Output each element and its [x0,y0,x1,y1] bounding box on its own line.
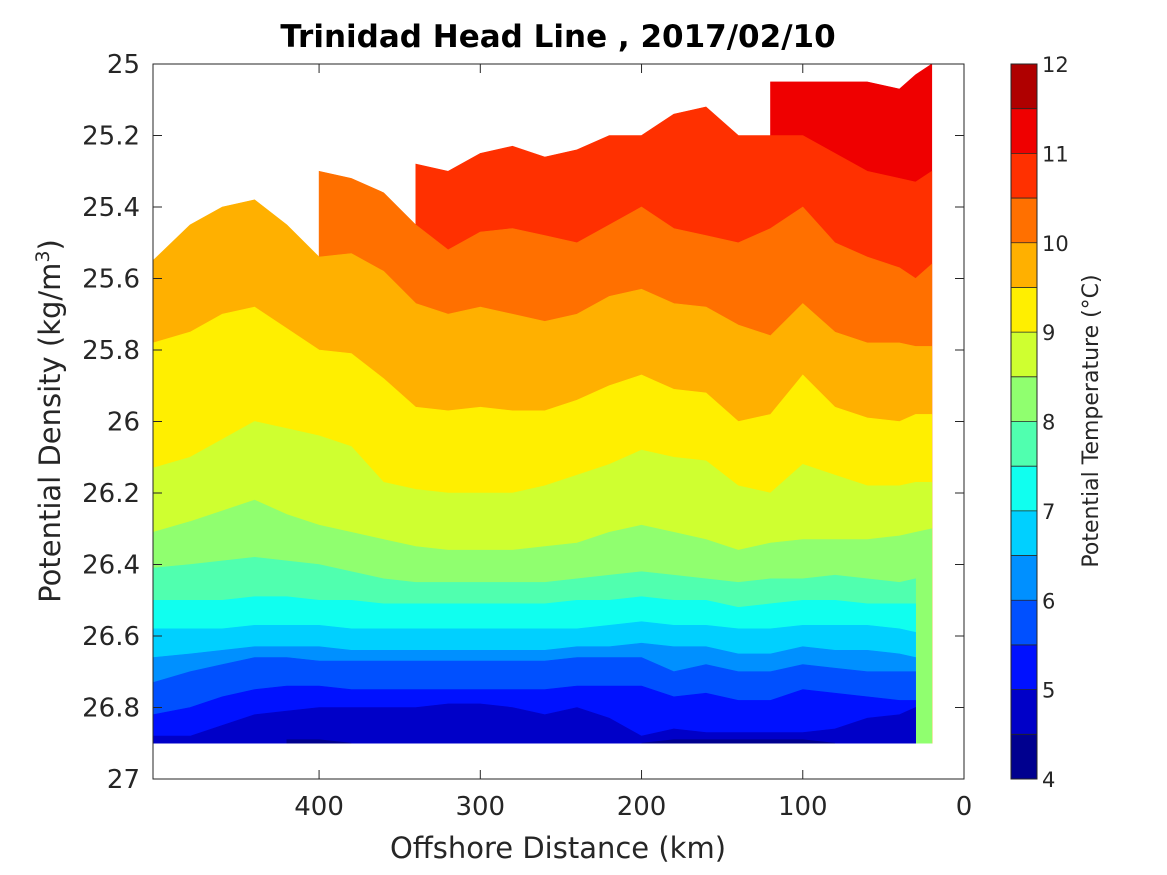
y-axis-label-close: ) [33,239,67,250]
colorbar-tick-label: 5 [1042,679,1055,703]
colorbar-swatch [1011,600,1037,645]
colorbar-swatch [1011,689,1037,735]
y-tick-label: 27 [107,765,140,795]
colorbar-swatch [1011,153,1037,199]
colorbar-tick-label: 7 [1042,500,1055,524]
colorbar-swatch [1011,198,1037,243]
colorbar-swatch [1011,242,1037,288]
x-tick-label: 300 [455,792,505,822]
colorbar-swatch [1011,734,1037,779]
x-tick-label: 200 [617,792,667,822]
y-tick-label: 25.4 [82,193,140,223]
colorbar-tick-label: 8 [1042,411,1055,435]
y-tick-label: 25.2 [82,122,140,152]
y-tick-label: 25 [107,50,140,80]
colorbar-swatch [1011,332,1037,377]
colorbar-label: Potential Temperature (°C) [1079,274,1104,567]
isotherm-band [153,703,916,744]
x-tick-label: 100 [778,792,828,822]
isotherm-band [641,739,836,744]
colorbar-swatch [1011,510,1037,556]
colorbar-swatch [1011,108,1037,154]
y-tick-label: 26.8 [82,694,140,724]
y-axis-label: Potential Density (kg/m3) [32,239,67,603]
contour-fill-layer [153,64,933,744]
y-tick-label: 25.6 [82,265,140,295]
colorbar-tick-label: 9 [1042,321,1055,345]
x-axis-ticks: 400 300 200 100 0 [294,64,972,822]
colorbar: 4 5 6 7 8 9 10 11 12 [1010,53,1069,792]
x-tick-label: 0 [956,792,973,822]
y-tick-label: 25.8 [82,336,140,366]
y-tick-label: 26.2 [82,479,140,509]
y-axis-ticks: 25 25.2 25.4 25.6 25.8 26 26.2 26.4 26.6 26.8 27 [82,50,964,795]
chart-title: Trinidad Head Line , 2017/02/10 [280,19,835,55]
y-tick-label: 26 [107,408,140,438]
colorbar-swatch [1011,466,1037,511]
colorbar-tick-label: 11 [1042,142,1069,166]
colorbar-swatch [1011,64,1037,109]
y-tick-label: 26.4 [82,551,140,581]
colorbar-tick-label: 6 [1042,589,1055,613]
colorbar-swatch [1011,421,1037,467]
colorbar-swatch [1011,555,1037,601]
isotherm-band [286,739,352,744]
colorbar-swatch [1011,287,1037,333]
x-axis-label: Offshore Distance (km) [390,831,726,865]
colorbar-swatch [1011,644,1037,690]
y-axis-label-main: Potential Density (kg/m [33,263,67,603]
colorbar-tick-label: 4 [1042,768,1055,792]
x-tick-label: 400 [294,792,344,822]
colorbar-tick-label: 10 [1042,232,1069,256]
y-tick-label: 26.6 [82,622,140,652]
colorbar-swatch [1011,376,1037,422]
colorbar-tick-label: 12 [1042,53,1069,77]
y-axis-label-superscript: 3 [32,250,54,262]
